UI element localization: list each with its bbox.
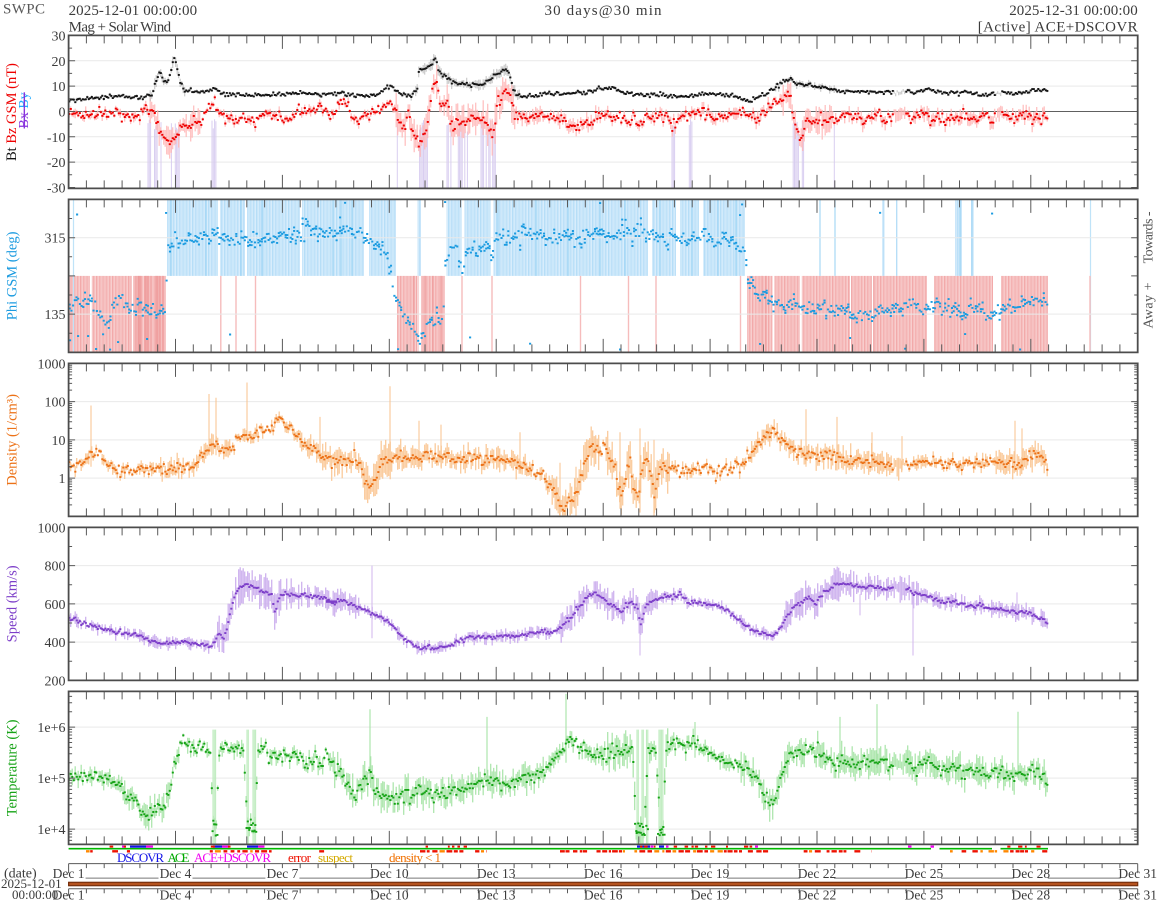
svg-text:Towards -: Towards - xyxy=(1142,211,1157,263)
svg-text:Dec 1: Dec 1 xyxy=(53,866,85,881)
svg-text:135: 135 xyxy=(45,308,66,323)
svg-text:(date): (date) xyxy=(4,867,37,882)
svg-text:1e+4: 1e+4 xyxy=(37,823,65,838)
svg-text:1e+6: 1e+6 xyxy=(37,721,65,736)
svg-text:Dec 13: Dec 13 xyxy=(477,866,516,881)
svg-text:Phi GSM (deg): Phi GSM (deg) xyxy=(5,231,21,320)
svg-text:400: 400 xyxy=(45,636,66,651)
svg-text:Dec 16: Dec 16 xyxy=(584,866,623,881)
svg-text:Dec 22: Dec 22 xyxy=(798,888,837,903)
svg-text:2025-12-01: 2025-12-01 xyxy=(1,876,62,891)
svg-text:20: 20 xyxy=(52,55,66,70)
svg-text:Dec 7: Dec 7 xyxy=(266,866,298,881)
svg-text:Dec 7: Dec 7 xyxy=(266,888,298,903)
svg-text:Dec 4: Dec 4 xyxy=(160,888,192,903)
svg-text:Dec 1: Dec 1 xyxy=(53,888,85,903)
svg-text:-30: -30 xyxy=(47,182,66,197)
svg-text:ACE+DSCOVR: ACE+DSCOVR xyxy=(194,850,271,865)
svg-text:30: 30 xyxy=(52,29,66,44)
svg-text:Dec 31: Dec 31 xyxy=(1118,866,1157,881)
svg-text:Dec 28: Dec 28 xyxy=(1011,888,1050,903)
svg-text:Speed (km/s): Speed (km/s) xyxy=(5,565,21,642)
svg-text:Dec 28: Dec 28 xyxy=(1011,866,1050,881)
svg-text:10: 10 xyxy=(52,80,66,95)
svg-text:[Active] ACE+DSCOVR: [Active] ACE+DSCOVR xyxy=(978,20,1138,36)
svg-text:Dec 13: Dec 13 xyxy=(477,888,516,903)
svg-text:Dec 25: Dec 25 xyxy=(905,888,944,903)
svg-text:Temperature (K): Temperature (K) xyxy=(5,719,21,816)
svg-text:2025-12-31 00:00:00: 2025-12-31 00:00:00 xyxy=(1009,3,1138,19)
svg-text:200: 200 xyxy=(45,674,66,689)
svg-text:error: error xyxy=(288,850,312,865)
svg-text:Dec 25: Dec 25 xyxy=(905,866,944,881)
svg-text:Bx By: Bx By xyxy=(17,92,32,128)
svg-text:00:00:00: 00:00:00 xyxy=(12,887,58,902)
svg-text:SWPC: SWPC xyxy=(3,2,45,18)
svg-text:Dec 10: Dec 10 xyxy=(370,866,409,881)
svg-text:1000: 1000 xyxy=(38,357,66,372)
svg-text:Dec 16: Dec 16 xyxy=(584,888,623,903)
svg-text:Dec 10: Dec 10 xyxy=(370,888,409,903)
svg-text:10: 10 xyxy=(52,434,66,449)
svg-text:DSCOVR: DSCOVR xyxy=(117,850,164,865)
svg-text:1e+5: 1e+5 xyxy=(37,772,65,787)
svg-text:800: 800 xyxy=(45,560,66,575)
svg-text:1: 1 xyxy=(59,472,66,487)
svg-text:Dec 4: Dec 4 xyxy=(160,866,192,881)
svg-text:density < 1: density < 1 xyxy=(389,850,441,865)
svg-text:100: 100 xyxy=(45,396,66,411)
svg-text:Bt Bz GSM (nT): Bt Bz GSM (nT) xyxy=(4,63,20,161)
svg-text:Dec 31: Dec 31 xyxy=(1118,888,1157,903)
svg-text:Density (1/cm³): Density (1/cm³) xyxy=(5,394,21,486)
svg-text:Away +: Away + xyxy=(1142,282,1157,328)
svg-text:-10: -10 xyxy=(47,131,66,146)
svg-text:600: 600 xyxy=(45,598,66,613)
svg-text:30 days@30 min: 30 days@30 min xyxy=(545,3,663,19)
svg-text:1000: 1000 xyxy=(38,521,66,536)
svg-text:Dec 19: Dec 19 xyxy=(691,888,730,903)
svg-text:Dec 19: Dec 19 xyxy=(691,866,730,881)
svg-text:Mag + Solar Wind: Mag + Solar Wind xyxy=(69,20,172,36)
svg-text:suspect: suspect xyxy=(318,850,353,865)
svg-text:315: 315 xyxy=(45,232,66,247)
svg-text:-20: -20 xyxy=(47,156,66,171)
svg-text:ACE: ACE xyxy=(168,850,190,865)
svg-text:2025-12-01 00:00:00: 2025-12-01 00:00:00 xyxy=(69,3,198,19)
svg-text:Dec 22: Dec 22 xyxy=(798,866,837,881)
svg-text:0: 0 xyxy=(59,106,66,121)
